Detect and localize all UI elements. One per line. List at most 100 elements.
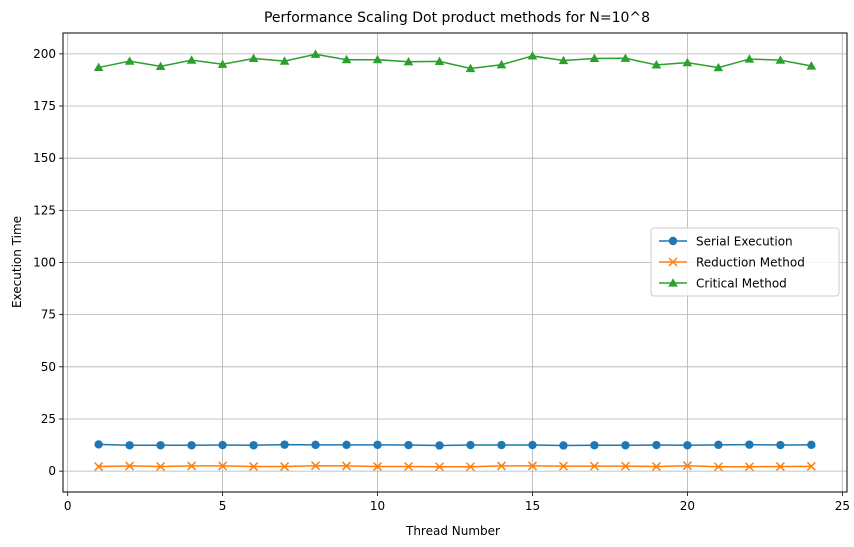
reduction-method-point [249,462,259,472]
x-marker-stroke [527,461,538,471]
reduction-method-point [94,462,104,472]
critical-method-point [620,53,631,62]
reduction-method-point [372,462,383,472]
reduction-method-point [311,461,321,471]
series-reduction-method [94,461,816,472]
legend-marker [668,278,678,287]
legend-box [650,227,840,297]
critical-method-point [558,55,569,65]
x-marker-stroke [496,461,507,471]
x-marker-stroke [218,461,228,471]
y-tick-label: 0 [48,464,56,478]
critical-method-point [744,54,755,63]
x-marker-stroke [651,462,661,472]
x-marker-stroke [744,462,754,472]
legend-entry-critical-method: Critical Method [659,277,787,291]
y-tick-label: 100 [33,256,56,270]
reduction-method-point [403,462,414,472]
reduction-method-point [713,462,723,472]
x-marker-stroke [558,461,568,471]
y-tick-label: 200 [33,47,56,61]
legend-marker [668,257,678,267]
serial-execution-point [497,440,506,450]
critical-method-point [496,59,507,69]
y-tick-label: 150 [33,151,56,165]
critical-method-point [155,61,166,70]
x-marker-stroke [620,461,630,471]
y-axis: 0 25 50 75 100 125 150 175 200 [33,47,63,478]
legend: Serial Execution Reduction Method Critical… [650,227,840,297]
reduction-method-point [187,461,197,471]
x-tick-label: 20 [680,499,695,513]
serial-execution-point [125,441,134,450]
x-marker-stroke [668,257,678,267]
legend-label: Serial Execution [696,235,793,249]
y-axis-label: Execution Time [10,216,24,308]
reduction-method-point [651,462,661,472]
x-marker-stroke [311,461,321,471]
reduction-method-point [589,461,599,471]
series-critical-method [93,49,817,73]
critical-method-point [186,55,197,64]
y-tick-label: 175 [33,99,56,113]
x-tick-label: 25 [835,499,850,513]
serial-execution-point [187,441,196,450]
serial-execution-point [652,440,661,450]
grid-lines [63,33,847,492]
x-tick-label: 15 [525,499,540,513]
x-marker-stroke [403,462,414,472]
serial-execution-point [466,440,475,450]
serial-execution-point [373,440,382,450]
x-marker-stroke [589,461,599,471]
serial-execution-point [342,440,351,450]
serial-execution-point [559,441,568,450]
x-marker-stroke [187,461,197,471]
legend-entry-reduction-method: Reduction Method [659,256,805,270]
reduction-method-point [775,462,785,472]
legend-label: Critical Method [696,277,787,291]
serial-execution-point [590,441,599,450]
serial-execution-point [94,440,103,449]
critical-method-point [248,53,259,63]
legend-label: Reduction Method [696,256,805,270]
x-axis-label: Thread Number [405,524,500,538]
serial-execution-point [714,440,723,450]
critical-method-point [434,56,445,65]
serial-execution-point [683,441,692,450]
critical-method-point [651,60,662,69]
x-marker-stroke [125,461,135,471]
critical-method-point [465,63,476,73]
critical-method-point [217,59,228,68]
x-tick-label: 0 [64,499,72,513]
serial-execution-point [156,441,165,450]
x-marker-stroke [372,462,383,472]
x-marker-stroke [682,461,692,471]
critical-method-point [403,56,414,66]
x-tick-label: 10 [370,499,385,513]
y-tick-label: 75 [41,308,56,322]
reduction-method-point [465,462,476,472]
critical-method-point [341,54,352,64]
serial-execution-point [528,440,537,450]
chart-title: Performance Scaling Dot product methods … [264,10,650,26]
reduction-method-point [496,461,507,471]
critical-method-point [372,54,383,64]
critical-method-point [124,56,135,65]
reduction-method-point [682,461,692,471]
reduction-method-point [527,461,538,471]
reduction-method-line [98,464,812,468]
x-marker-stroke [434,462,445,472]
serial-execution-point [249,441,258,450]
serial-execution-point [218,440,227,450]
reduction-method-point [434,462,445,472]
series-serial-execution [94,440,816,450]
x-marker-stroke [465,462,476,472]
critical-method-point [713,62,724,72]
serial-execution-point [621,441,630,450]
x-marker-stroke [342,461,352,471]
serial-execution-point [745,440,754,449]
y-tick-label: 125 [33,203,56,217]
serial-execution-point [435,441,444,450]
x-marker-stroke [713,462,723,472]
